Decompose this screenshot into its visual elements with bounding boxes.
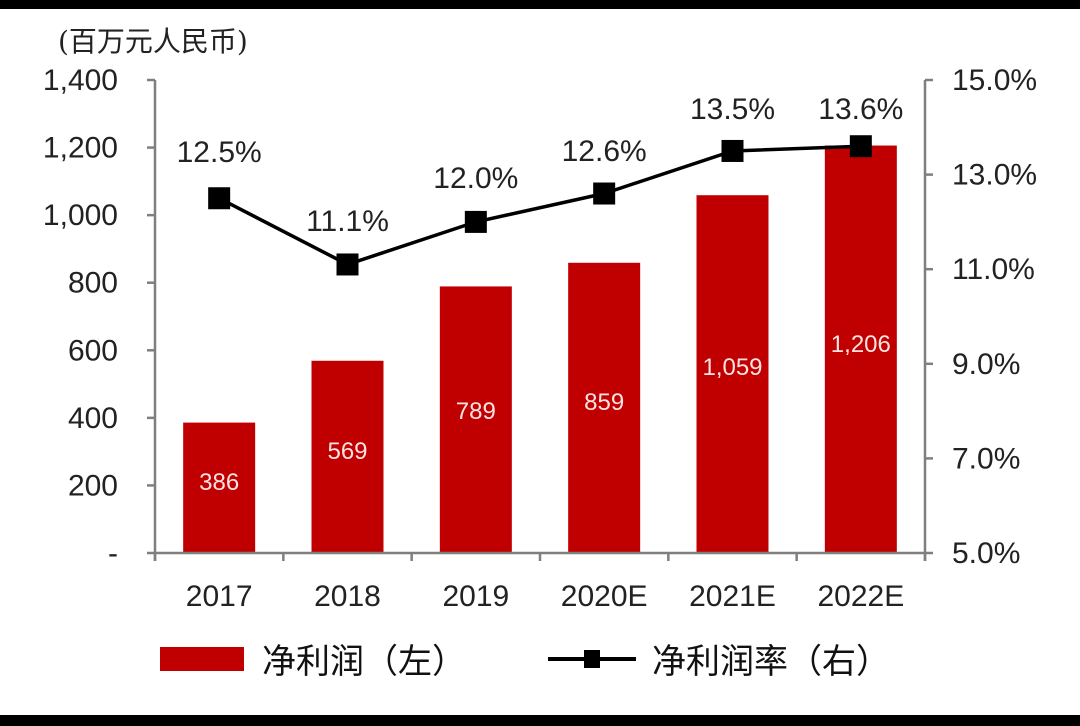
left-axis-tick-label: 1,000 [43,199,118,232]
left-axis-tick-label: 400 [68,402,118,435]
net-margin-line [218,144,861,267]
net-margin-label-2021E: 13.5% [690,93,775,126]
net-margin-label-2019: 12.0% [433,162,518,195]
right-axis-tick-label: 9.0% [952,348,1020,381]
bar-label-2017: 386 [199,469,239,496]
right-axis-tick-label: 5.0% [952,537,1020,570]
net-margin-label-2022E: 13.6% [818,93,903,126]
bar-2017 [183,422,256,553]
axes: - 200 400 600 800 1,000 1,200 1,400 5.0% 7.0% 9.0%… [43,64,1037,613]
net-margin-marker-2017 [208,187,231,210]
bar-labels: 386 569 789 859 1,059 1,206 [199,331,891,496]
legend-label-net-profit: 净利润（左） [262,642,466,682]
net-margin-marker-2022E [849,135,872,158]
x-axis-tick-label-2021E: 2021E [689,580,776,613]
legend-swatch-net-profit [160,647,244,671]
bar-2020E [568,262,641,553]
bar-2021E [696,195,769,553]
left-axis-tick-label: 1,400 [43,64,118,97]
legend-marker-net-margin [584,650,600,668]
legend-label-net-margin: 净利润率（右） [652,642,890,682]
x-axis-tick-label-2019: 2019 [442,580,509,613]
right-axis-tick-label: 7.0% [952,442,1020,475]
net-margin-label-2017: 12.5% [177,136,262,169]
bar-label-2021E: 1,059 [702,354,762,381]
legend: 净利润（左） 净利润率（右） [160,642,890,682]
right-axis-tick-label: 13.0% [952,159,1037,192]
bar-series [183,145,897,553]
bar-label-2019: 789 [456,398,496,425]
x-axis-tick-label-2020E: 2020E [561,580,648,613]
right-axis-tick-label: 15.0% [952,64,1037,97]
net-margin-marker-2018 [336,253,359,276]
net-margin-marker-2020E [593,182,616,205]
x-axis-tick-label-2017: 2017 [186,580,253,613]
net-margin-marker-2019 [464,210,487,233]
right-axis-tick-label: 11.0% [952,253,1035,286]
bar-label-2020E: 859 [584,389,624,416]
chart-canvas: (百万元人民币) 386 569 789 859 1,059 1,206 - 200 400 6… [0,9,1080,715]
left-axis-tick-label: 600 [68,334,118,367]
net-margin-label-2020E: 12.6% [562,135,647,168]
net-margin-marker-2021E [721,139,744,162]
unit-label: (百万元人民币) [58,25,248,58]
x-axis-tick-label-2022E: 2022E [817,580,904,613]
bar-label-2018: 569 [327,438,367,465]
chart-svg: (百万元人民币) 386 569 789 859 1,059 1,206 - 200 400 6… [43,25,1037,682]
bar-label-2022E: 1,206 [831,331,891,358]
line-series [208,135,872,276]
left-axis-tick-label: 800 [68,267,118,300]
line-labels: 12.5% 11.1% 12.0% 12.6% 13.5% 13.6% [177,93,904,238]
bar-2018 [311,360,384,553]
bar-2019 [439,286,512,553]
left-axis-tick-label: 1,200 [43,132,118,165]
left-axis-tick-label: 200 [68,469,118,502]
left-axis-tick-label: - [108,537,118,570]
net-margin-label-2018: 11.1% [306,205,389,238]
x-axis-tick-label-2018: 2018 [314,580,381,613]
bar-2022E [824,145,897,553]
